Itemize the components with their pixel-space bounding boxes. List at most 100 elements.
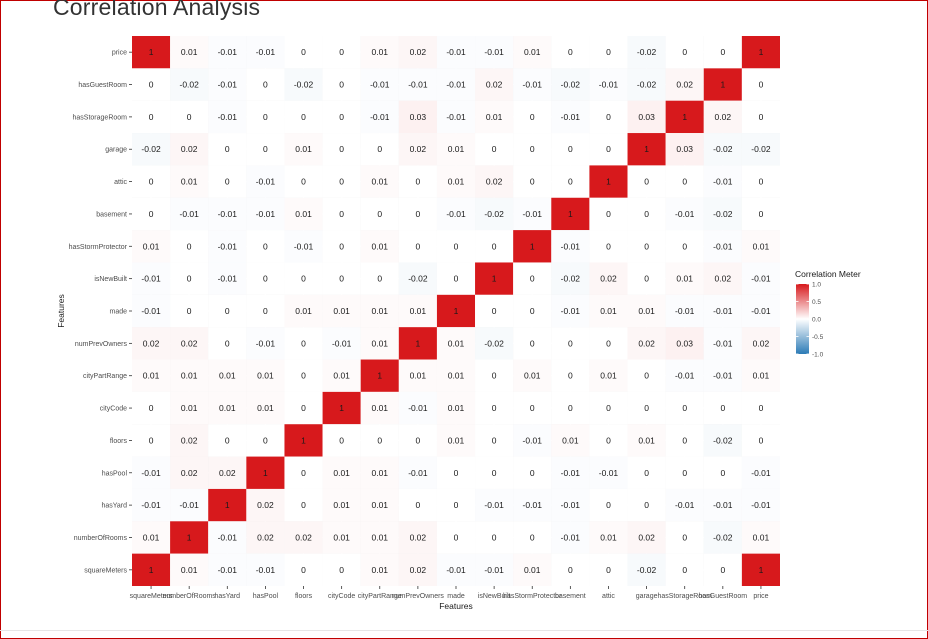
- heatmap-cell: [741, 230, 780, 263]
- heatmap-cell: [589, 294, 628, 328]
- heatmap-cell: [741, 262, 780, 295]
- cell-value-label: 0: [606, 403, 611, 413]
- heatmap-cell: [513, 100, 552, 134]
- cell-value-label: 0: [644, 403, 649, 413]
- cell-value-label: -0.01: [332, 338, 352, 348]
- heatmap-cell: [551, 391, 590, 425]
- heatmap-cell: [513, 165, 552, 198]
- heatmap-cell: [360, 230, 399, 263]
- cell-value-label: 0: [377, 435, 382, 445]
- y-tick-label: floors: [110, 438, 128, 445]
- heatmap-cell: [475, 230, 514, 263]
- cell-value-label: 0.01: [371, 338, 388, 348]
- cell-value-label: 0: [759, 403, 764, 413]
- cell-value-label: 0.02: [486, 80, 503, 90]
- cell-value-label: 1: [644, 144, 649, 154]
- heatmap-cell: [627, 165, 666, 198]
- cell-value-label: 1: [225, 500, 230, 510]
- cell-value-label: 0: [759, 80, 764, 90]
- y-tick-label: attic: [114, 179, 127, 186]
- heatmap-cell: [513, 262, 552, 295]
- cell-value-label: -0.02: [484, 338, 504, 348]
- cell-value-label: -0.01: [484, 565, 504, 575]
- x-tick-label: numPrevOwners: [392, 593, 445, 600]
- heatmap-cell: [170, 36, 209, 69]
- cell-value-label: 0: [568, 144, 573, 154]
- heatmap-cell: [398, 521, 437, 554]
- cell-value-label: 0.01: [295, 144, 312, 154]
- heatmap-cell: [589, 68, 628, 101]
- cell-value-label: 0: [187, 241, 192, 251]
- heatmap-cell: [208, 133, 247, 166]
- cell-value-label: 0: [568, 371, 573, 381]
- cell-value-label: 0: [377, 209, 382, 219]
- y-tick-label: cityPartRange: [83, 373, 127, 380]
- cell-value-label: 0: [644, 468, 649, 478]
- cell-value-label: 1: [530, 241, 535, 251]
- cell-value-label: 1: [568, 209, 573, 219]
- cell-value-label: 0.01: [638, 306, 655, 316]
- heatmap-cell: [513, 230, 552, 263]
- cell-value-label: -0.01: [523, 500, 543, 510]
- cell-value-label: 1: [149, 565, 154, 575]
- legend-tick-label: -1.0: [812, 352, 824, 359]
- x-tick-label: hasStormProtector: [503, 593, 562, 600]
- cell-value-label: 0: [454, 500, 459, 510]
- heatmap-cell: [513, 36, 552, 69]
- heatmap-cell: [665, 553, 704, 586]
- heatmap-cell: [360, 488, 399, 522]
- cell-value-label: 1: [187, 532, 192, 542]
- heatmap-cell: [665, 197, 704, 231]
- cell-value-label: 0: [644, 371, 649, 381]
- cell-value-label: 0: [530, 144, 535, 154]
- cell-value-label: -0.01: [713, 371, 733, 381]
- cell-value-label: -0.01: [294, 241, 314, 251]
- heatmap-cell: [360, 424, 399, 457]
- heatmap-cell: [398, 165, 437, 198]
- cell-value-label: -0.01: [751, 306, 771, 316]
- heatmap-cell: [246, 424, 285, 457]
- cell-value-label: 0: [530, 306, 535, 316]
- cell-value-label: 0: [263, 306, 268, 316]
- heatmap-cell: [284, 165, 323, 198]
- heatmap-cell: [513, 391, 552, 425]
- cell-value-label: 0.01: [333, 371, 350, 381]
- cell-value-label: 0: [263, 144, 268, 154]
- cell-value-label: 0.01: [333, 468, 350, 478]
- cell-value-label: -0.02: [637, 47, 657, 57]
- cell-value-label: -0.01: [408, 468, 428, 478]
- heatmap-cell: [132, 359, 171, 392]
- heatmap-cell: [513, 294, 552, 328]
- cell-value-label: 0.01: [524, 565, 541, 575]
- heatmap-cell: [322, 327, 361, 360]
- heatmap-cell: [398, 133, 437, 166]
- heatmap-cell: [665, 359, 704, 392]
- heatmap-cell: [665, 100, 704, 134]
- legend-tick-label: 1.0: [812, 282, 821, 289]
- cell-value-label: 0: [301, 500, 306, 510]
- cell-value-label: 0.02: [295, 532, 312, 542]
- cell-value-label: 0.01: [371, 241, 388, 251]
- heatmap-cell: [246, 100, 285, 134]
- cell-value-label: 0: [149, 177, 154, 187]
- cell-value-label: -0.01: [256, 209, 276, 219]
- cell-value-label: 0: [339, 274, 344, 284]
- heatmap-cell: [132, 165, 171, 198]
- heatmap-cell: [627, 456, 666, 489]
- cell-value-label: 0: [339, 47, 344, 57]
- cell-value-label: 0: [301, 112, 306, 122]
- cell-value-label: -0.01: [256, 47, 276, 57]
- cell-value-label: 0: [377, 274, 382, 284]
- heatmap-cell: [627, 197, 666, 231]
- heatmap-cell: [551, 327, 590, 360]
- cell-value-label: -0.01: [675, 500, 695, 510]
- cell-value-label: -0.01: [370, 80, 390, 90]
- heatmap-cell: [246, 391, 285, 425]
- heatmap-cell: [665, 68, 704, 101]
- cell-value-label: 0: [682, 532, 687, 542]
- cell-value-label: -0.01: [218, 532, 238, 542]
- cell-value-label: 0.01: [371, 532, 388, 542]
- cell-value-label: 0.01: [371, 306, 388, 316]
- heatmap-cell: [436, 327, 476, 360]
- heatmap-cell: [284, 100, 323, 134]
